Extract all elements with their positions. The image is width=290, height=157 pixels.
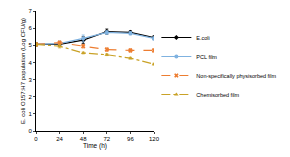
svg-text:E.coli: E.coli: [196, 35, 209, 41]
svg-text:0: 0: [29, 128, 33, 134]
svg-text:120: 120: [149, 136, 160, 142]
svg-text:4: 4: [29, 60, 33, 66]
svg-text:2: 2: [29, 94, 33, 100]
svg-text:7: 7: [29, 8, 33, 14]
svg-text:96: 96: [127, 136, 134, 142]
svg-text:6: 6: [29, 25, 33, 31]
svg-text:5: 5: [29, 42, 33, 48]
svg-text:3: 3: [29, 77, 33, 83]
svg-text:E. coli O157:H7 population (Lo: E. coli O157:H7 population (Log CFU/g): [20, 18, 26, 124]
svg-text:72: 72: [103, 136, 110, 142]
svg-text:0: 0: [34, 136, 38, 142]
svg-text:PCL film: PCL film: [196, 54, 217, 60]
svg-text:24: 24: [56, 136, 63, 142]
svg-text:1: 1: [29, 111, 33, 117]
svg-text:Non-specifically physisorbed f: Non-specifically physisorbed film: [196, 73, 276, 79]
svg-text:Chemisorbed film: Chemisorbed film: [196, 92, 239, 98]
svg-text:48: 48: [80, 136, 87, 142]
svg-text:Time (h): Time (h): [83, 142, 107, 150]
